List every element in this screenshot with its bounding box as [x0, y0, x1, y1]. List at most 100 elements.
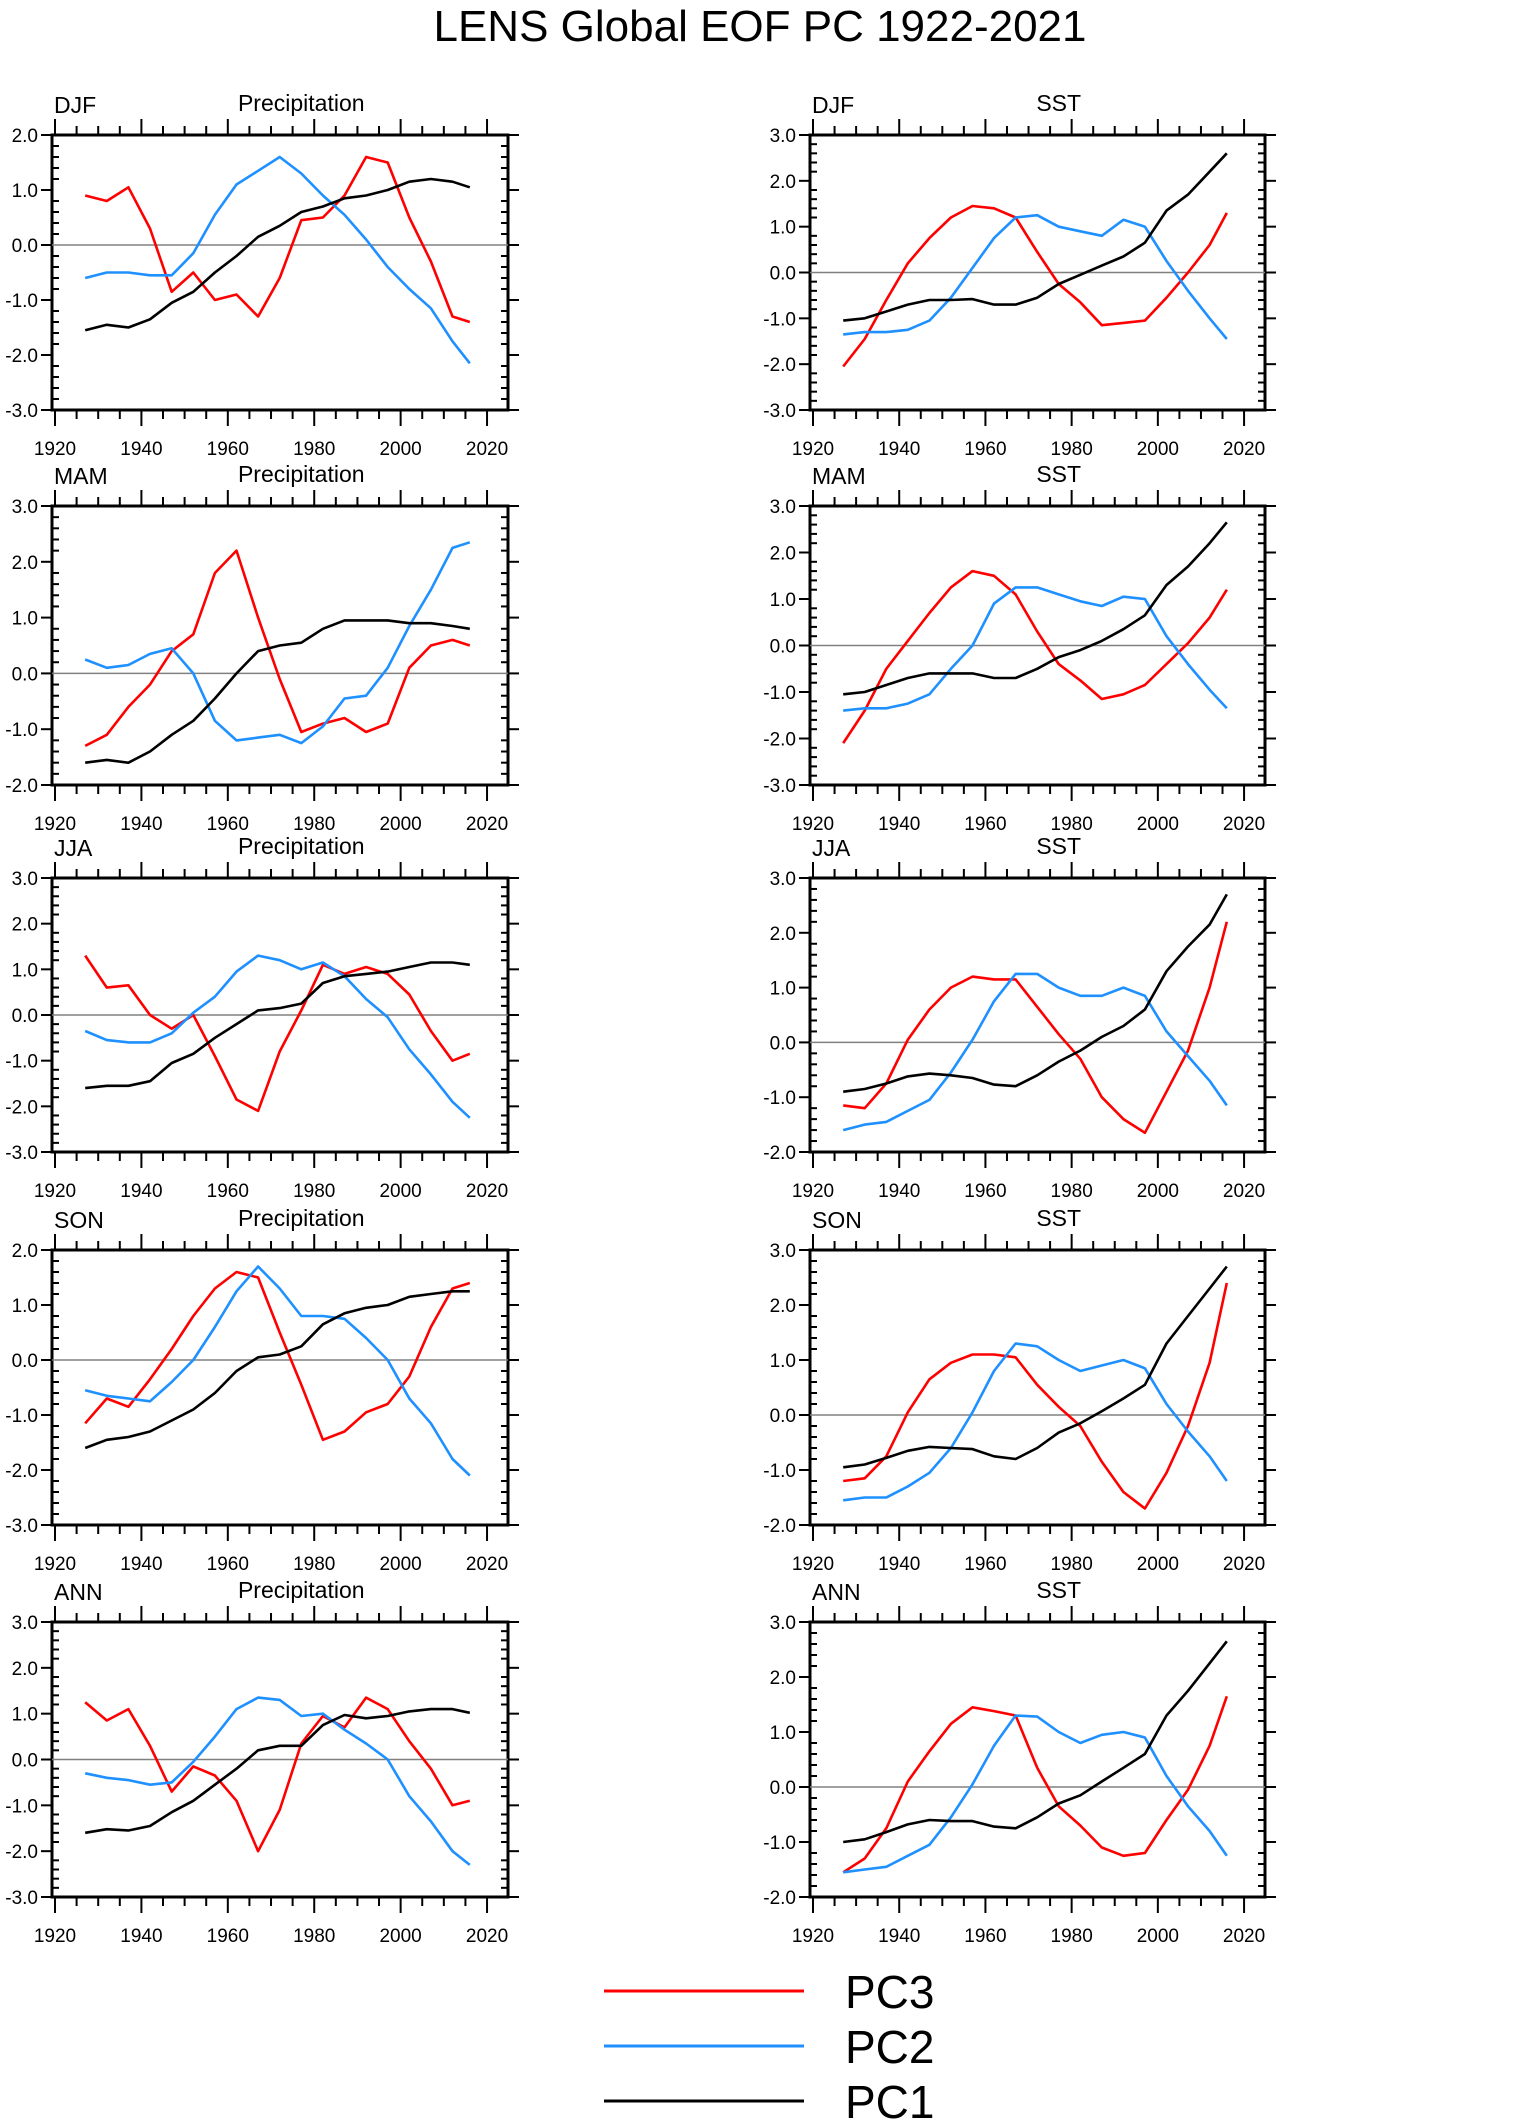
season-label: DJF — [812, 92, 854, 118]
x-tick-label: 1980 — [1051, 1181, 1093, 1202]
x-tick-label: 2020 — [1223, 1554, 1265, 1575]
x-tick-label: 2020 — [1223, 814, 1265, 835]
panel-djf-sst: 3.0 2.0 1.0 0.0 -1.0 -2.0 -3.0 1920 1940 1960 1980… — [763, 90, 1276, 460]
y-tick-label: 2.0 — [770, 544, 796, 565]
x-tick-label: 2000 — [379, 1181, 421, 1202]
x-tick-label: 1980 — [293, 1926, 335, 1947]
x-tick-label: 1940 — [120, 439, 162, 460]
x-tick-label: 1920 — [792, 1554, 834, 1575]
x-tick-label: 1980 — [1051, 1554, 1093, 1575]
x-tick-label: 1980 — [293, 814, 335, 835]
panel-ann-sst: 3.0 2.0 1.0 0.0 -1.0 -2.0 1920 1940 1960 1980 2000… — [763, 1577, 1276, 1947]
y-tick-label: 0.0 — [770, 637, 796, 658]
season-label: MAM — [54, 463, 108, 489]
y-tick-label: 1.0 — [12, 181, 38, 202]
y-tick-label: -1.0 — [5, 1796, 38, 1817]
x-tick-label: 1940 — [878, 1181, 920, 1202]
series-line-pc3 — [84, 1696, 471, 1853]
season-label: DJF — [54, 92, 96, 118]
x-tick-label: 1920 — [34, 439, 76, 460]
series-line-pc2 — [84, 541, 471, 745]
season-label: JJA — [812, 835, 851, 861]
plot-frame — [808, 1248, 1267, 1527]
x-tick-label: 2020 — [466, 1554, 508, 1575]
x-tick-label: 1920 — [792, 1181, 834, 1202]
panel-djf-precipitation: 2.0 1.0 0.0 -1.0 -2.0 -3.0 1920 1940 1960 1980 200… — [5, 90, 519, 460]
plot-frame — [50, 504, 510, 787]
x-tick-label: 2020 — [1223, 1181, 1265, 1202]
x-tick-label: 2000 — [379, 1926, 421, 1947]
variable-title: Precipitation — [238, 1205, 365, 1231]
y-tick-label: 3.0 — [12, 497, 38, 518]
season-label: SON — [54, 1207, 104, 1233]
y-tick-label: -1.0 — [5, 1052, 38, 1073]
y-tick-label: -3.0 — [5, 1143, 38, 1164]
series-line-pc1 — [843, 521, 1228, 696]
y-tick-label: 0.0 — [12, 1006, 38, 1027]
y-tick-label: 2.0 — [12, 553, 38, 574]
variable-title: SST — [1036, 1205, 1081, 1231]
series-line-pc3 — [842, 569, 1228, 744]
series-line-pc2 — [843, 213, 1228, 340]
y-tick-label: 0.0 — [770, 1778, 796, 1799]
legend-label-pc2: PC2 — [845, 2021, 934, 2073]
y-tick-label: -3.0 — [763, 776, 796, 797]
y-tick-label: -1.0 — [763, 309, 796, 330]
legend-label-pc3: PC3 — [845, 1966, 934, 2018]
plot-frame — [808, 876, 1267, 1154]
x-tick-label: 2020 — [466, 814, 508, 835]
series-line-pc3 — [84, 155, 471, 324]
x-tick-label: 1940 — [120, 1554, 162, 1575]
x-tick-label: 2000 — [379, 439, 421, 460]
y-tick-label: 1.0 — [12, 1705, 38, 1726]
variable-title: SST — [1036, 833, 1081, 859]
series-line-pc1 — [84, 177, 471, 332]
series-line-pc3 — [843, 1282, 1229, 1510]
y-tick-label: 0.0 — [770, 1033, 796, 1054]
y-tick-label: 2.0 — [12, 915, 38, 936]
x-tick-label: 1920 — [792, 814, 834, 835]
y-tick-label: 1.0 — [12, 960, 38, 981]
y-tick-label: 1.0 — [770, 590, 796, 611]
x-tick-label: 2020 — [466, 439, 508, 460]
variable-title: Precipitation — [238, 461, 365, 487]
x-tick-label: 1920 — [792, 439, 834, 460]
series-line-pc1 — [843, 152, 1228, 322]
panel-mam-sst: 3.0 2.0 1.0 0.0 -1.0 -2.0 -3.0 1920 1940 1960 1980… — [763, 461, 1276, 835]
x-tick-label: 1980 — [1051, 814, 1093, 835]
y-tick-label: -1.0 — [763, 683, 796, 704]
x-tick-label: 1960 — [207, 1926, 249, 1947]
series-line-pc2 — [84, 155, 471, 365]
y-tick-label: 2.0 — [770, 172, 796, 193]
x-tick-label: 1920 — [792, 1926, 834, 1947]
y-tick-label: -2.0 — [5, 346, 38, 367]
y-tick-label: -2.0 — [763, 1143, 796, 1164]
y-tick-label: -2.0 — [763, 355, 796, 376]
y-tick-label: 0.0 — [12, 236, 38, 257]
y-tick-label: 1.0 — [770, 218, 796, 239]
series-line-pc3 — [842, 204, 1228, 368]
panel-jja-precipitation: 3.0 2.0 1.0 0.0 -1.0 -2.0 -3.0 1920 1940 1960 1980… — [5, 833, 519, 1202]
series-line-pc1 — [843, 1265, 1228, 1469]
plot-frame — [808, 1620, 1267, 1899]
y-tick-label: -1.0 — [5, 720, 38, 741]
y-tick-label: -1.0 — [5, 291, 38, 312]
series-line-pc1 — [84, 1290, 470, 1450]
x-tick-label: 2000 — [1137, 439, 1179, 460]
y-tick-label: -2.0 — [763, 1888, 796, 1909]
panel-jja-sst: 3.0 2.0 1.0 0.0 -1.0 -2.0 1920 1940 1960 1980 2000… — [763, 833, 1276, 1202]
x-tick-label: 1920 — [34, 1554, 76, 1575]
y-tick-label: -2.0 — [763, 730, 796, 751]
series-line-pc1 — [85, 961, 470, 1090]
panel-mam-precipitation: 3.0 2.0 1.0 0.0 -1.0 -2.0 1920 1940 1960 1980 2000… — [5, 461, 519, 835]
x-tick-label: 1940 — [878, 1926, 920, 1947]
y-tick-label: -3.0 — [763, 401, 796, 422]
y-tick-label: 3.0 — [770, 1241, 796, 1262]
y-tick-label: -3.0 — [5, 1516, 38, 1537]
plot-frame — [50, 133, 510, 412]
series-line-pc3 — [84, 549, 471, 748]
y-tick-label: 1.0 — [770, 979, 796, 1000]
x-tick-label: 1980 — [1051, 439, 1093, 460]
